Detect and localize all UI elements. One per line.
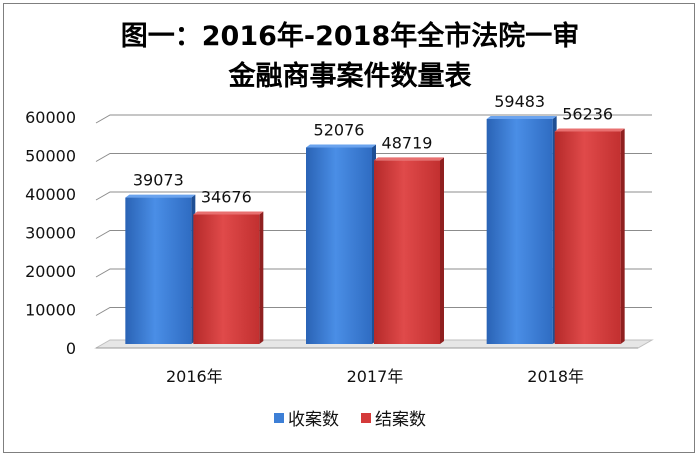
- y-tick-label: 30000: [25, 224, 76, 243]
- bar-top: [193, 211, 264, 215]
- bar-top: [306, 144, 376, 148]
- data-label: 34676: [201, 187, 252, 206]
- chart-title-line1: 图一：2016年-2018年全市法院一审: [120, 21, 580, 52]
- legend-item-series-0: 收案数: [274, 405, 339, 430]
- data-label: 59483: [494, 92, 545, 111]
- data-label: 39073: [133, 171, 184, 190]
- y-tick-label: 50000: [25, 147, 76, 166]
- gridline: [95, 307, 652, 316]
- bar-side: [620, 128, 625, 344]
- legend-label-series-1: 结案数: [375, 410, 426, 430]
- gridline: [95, 191, 652, 201]
- bar-top: [374, 157, 444, 161]
- legend-label-series-0: 收案数: [288, 410, 339, 430]
- y-tick-label: 10000: [25, 301, 76, 320]
- gridline: [95, 230, 652, 239]
- y-tick-label: 20000: [25, 262, 76, 281]
- bar-side: [259, 211, 264, 344]
- gridline: [95, 153, 652, 162]
- chart-title-line2: 金融商事案件数量表: [228, 61, 472, 92]
- data-label: 48719: [382, 133, 433, 152]
- bar-received-1: [306, 147, 372, 344]
- x-tick-label: 2018年: [527, 367, 584, 386]
- data-label: 52076: [314, 121, 365, 140]
- x-tick-label: 2016年: [166, 367, 223, 386]
- legend: 收案数 结案数: [0, 405, 700, 430]
- gridline: [95, 268, 652, 278]
- bar-top: [125, 194, 196, 198]
- bar-closed-0: [193, 214, 260, 344]
- bar-top: [486, 115, 557, 119]
- y-tick-label: 60000: [25, 108, 76, 127]
- gridline: [95, 114, 652, 124]
- bar-received-0: [125, 197, 192, 344]
- bar-closed-1: [374, 160, 440, 344]
- y-tick-label: 40000: [25, 185, 76, 204]
- x-tick-label: 2017年: [347, 367, 404, 386]
- bar-top: [554, 128, 625, 132]
- legend-swatch-series-0: [274, 412, 284, 423]
- bar-received-2: [486, 118, 553, 344]
- data-label: 56236: [562, 104, 613, 123]
- y-tick-label: 0: [66, 339, 76, 358]
- legend-item-series-1: 结案数: [361, 405, 426, 430]
- legend-swatch-series-1: [361, 412, 371, 423]
- bar-closed-2: [554, 131, 621, 344]
- bar-side: [440, 157, 444, 344]
